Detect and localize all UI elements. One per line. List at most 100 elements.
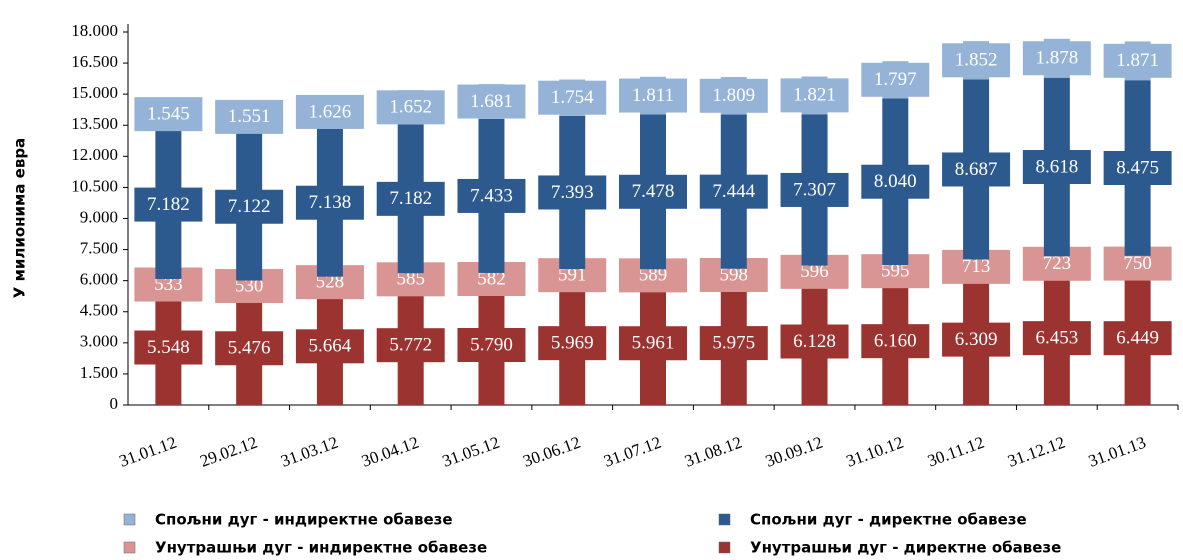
value-label-box xyxy=(215,331,284,366)
value-label-box xyxy=(942,152,1011,187)
x-tick-label: 30.11.12 xyxy=(925,433,987,471)
value-label: 7.307 xyxy=(793,179,836,200)
value-label-box xyxy=(457,178,526,213)
y-tick-label: 15.000 xyxy=(71,83,118,102)
value-label: 7.393 xyxy=(551,182,594,203)
y-tick-label: 18.000 xyxy=(71,21,118,40)
value-label: 6.128 xyxy=(793,331,836,352)
value-label-box xyxy=(780,324,849,359)
value-label-box xyxy=(1022,150,1091,185)
value-label: 530 xyxy=(235,275,264,296)
legend-swatch xyxy=(123,513,136,526)
value-label: 713 xyxy=(962,256,991,277)
value-label-box xyxy=(215,189,284,224)
x-tick-label: 31.10.12 xyxy=(844,433,906,471)
value-label-box xyxy=(619,78,687,113)
value-label-box xyxy=(538,326,607,361)
value-label: 1.852 xyxy=(955,50,998,71)
value-label-box xyxy=(295,94,364,129)
value-label: 8.618 xyxy=(1035,156,1078,177)
x-tick-label: 31.03.12 xyxy=(278,433,340,471)
x-tick-label: 30.06.12 xyxy=(521,433,583,471)
value-label: 1.821 xyxy=(793,85,836,106)
value-label-box xyxy=(942,43,1011,78)
x-tick-label: 29.02.12 xyxy=(197,433,259,471)
value-label-box xyxy=(1103,321,1172,356)
value-label-box xyxy=(457,84,526,119)
y-tick-label: 12.000 xyxy=(71,145,118,164)
value-label: 6.449 xyxy=(1116,328,1159,349)
x-tick-label: 31.01.13 xyxy=(1086,433,1148,471)
value-label: 8.687 xyxy=(955,159,998,180)
value-label: 1.681 xyxy=(470,91,513,112)
value-label: 5.664 xyxy=(309,336,352,357)
value-label: 1.652 xyxy=(389,97,432,118)
value-label-box xyxy=(619,174,687,209)
value-label-box xyxy=(942,322,1011,357)
value-label: 7.478 xyxy=(632,181,675,202)
value-label: 1.626 xyxy=(309,101,352,122)
y-tick-label: 4.500 xyxy=(80,301,118,320)
value-label: 750 xyxy=(1123,253,1152,274)
x-tick-label: 31.05.12 xyxy=(440,433,502,471)
value-label: 1.551 xyxy=(228,106,271,127)
x-tick-label: 31.07.12 xyxy=(601,433,663,471)
value-label-box xyxy=(376,181,445,216)
y-tick-label: 6.000 xyxy=(80,270,118,289)
value-label: 7.433 xyxy=(470,185,513,206)
y-axis-title: У милионима евра xyxy=(11,138,29,298)
y-tick-label: 3.000 xyxy=(80,332,118,351)
value-label: 7.182 xyxy=(147,194,190,215)
value-label-box xyxy=(699,174,768,209)
value-label-box xyxy=(134,97,203,132)
value-label: 5.548 xyxy=(147,337,190,358)
value-label: 7.138 xyxy=(309,192,352,213)
value-label: 1.811 xyxy=(632,85,674,106)
value-label-box xyxy=(295,185,364,220)
value-label: 8.040 xyxy=(874,171,917,192)
y-tick-label: 9.000 xyxy=(80,207,118,226)
value-label-box xyxy=(376,90,445,125)
value-label-box xyxy=(134,330,203,365)
x-tick-label: 30.04.12 xyxy=(359,433,421,471)
value-label: 595 xyxy=(881,261,910,282)
value-label: 1.809 xyxy=(712,85,755,106)
value-label: 596 xyxy=(800,261,829,282)
value-label: 1.797 xyxy=(874,69,917,90)
value-label: 723 xyxy=(1043,253,1072,274)
value-label-box xyxy=(619,326,687,361)
value-label-box xyxy=(376,328,445,363)
value-label-box xyxy=(699,78,768,113)
legend-swatch xyxy=(718,541,731,554)
x-tick-label: 31.01.12 xyxy=(117,433,179,471)
value-label-box xyxy=(861,62,930,97)
value-label: 591 xyxy=(558,265,587,286)
value-label: 1.871 xyxy=(1116,50,1159,71)
x-tick-label: 30.09.12 xyxy=(763,433,825,471)
value-label-box xyxy=(295,329,364,364)
value-label-box xyxy=(538,80,607,115)
value-label-box xyxy=(699,326,768,361)
value-label-box xyxy=(1022,321,1091,356)
x-tick-label: 31.12.12 xyxy=(1005,433,1067,471)
value-label: 1.754 xyxy=(551,87,594,108)
value-label: 598 xyxy=(720,264,749,285)
value-label: 5.790 xyxy=(470,334,513,355)
value-label: 528 xyxy=(316,272,345,293)
y-tick-label: 7.500 xyxy=(80,238,118,257)
y-tick-label: 13.500 xyxy=(71,114,118,133)
value-label: 585 xyxy=(396,269,425,290)
y-tick-label: 1.500 xyxy=(80,363,118,382)
value-label: 1.878 xyxy=(1035,48,1078,69)
value-label-box xyxy=(215,99,284,134)
y-tick-label: 16.500 xyxy=(71,52,118,71)
value-label: 589 xyxy=(639,265,668,286)
value-label-box xyxy=(538,175,607,210)
value-label: 1.545 xyxy=(147,104,190,125)
value-label: 533 xyxy=(154,274,183,295)
y-tick-label: 10.500 xyxy=(71,176,118,195)
value-label-box xyxy=(861,324,930,359)
legend-label: Унутрашњи дуг - индиректне обавезе xyxy=(155,539,487,557)
value-label-box xyxy=(861,164,930,199)
